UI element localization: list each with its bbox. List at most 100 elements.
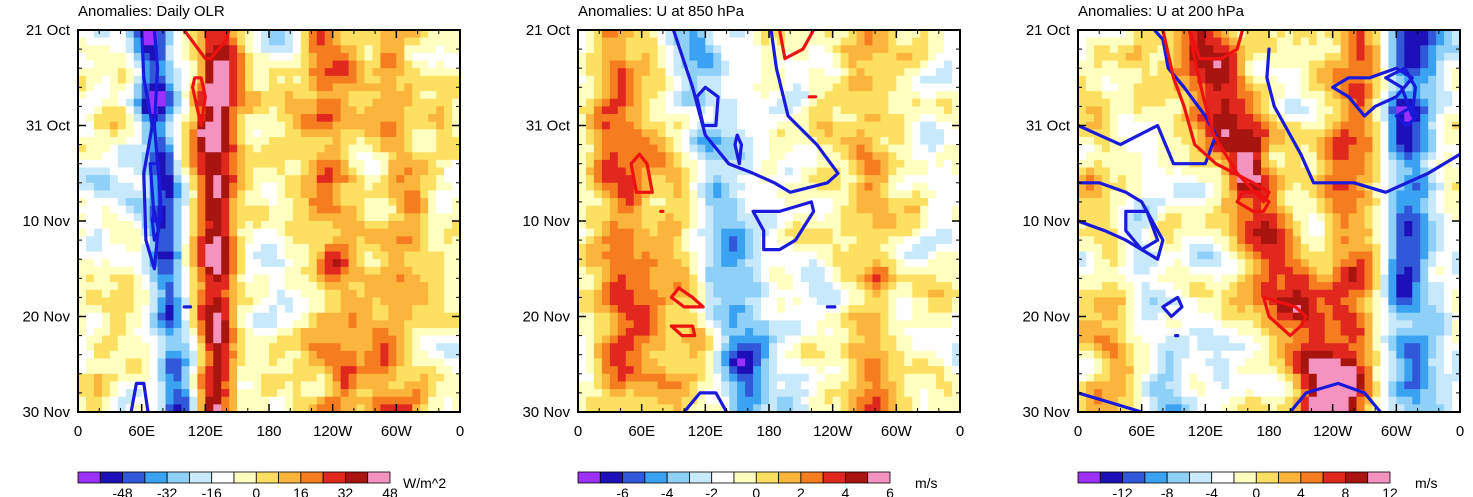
heat-cell (436, 335, 445, 344)
heat-cell (856, 106, 866, 115)
heat-cell (585, 327, 595, 337)
contour-negative-3 (751, 200, 816, 252)
heat-cell (609, 106, 619, 115)
heat-cell (149, 373, 159, 383)
heat-cell (340, 30, 350, 39)
heat-cell (920, 259, 929, 268)
heat-cell (808, 327, 818, 337)
heat-cell (808, 259, 818, 268)
heat-cell (364, 175, 374, 184)
heat-cell (697, 129, 706, 138)
heat-cell (848, 396, 858, 405)
heat-cell (348, 396, 358, 405)
heat-cell (173, 228, 183, 237)
heat-cell (85, 274, 95, 283)
heat-cell (284, 121, 294, 130)
heat-cell (157, 251, 167, 260)
heat-cell (300, 68, 310, 77)
heat-cell (880, 159, 889, 169)
heat-cell (261, 129, 270, 138)
heat-cell (292, 175, 302, 184)
heat-cell (697, 373, 706, 383)
heat-cell (364, 396, 374, 405)
heat-cell (149, 243, 159, 253)
heat-cell (729, 144, 738, 153)
heat-cell (800, 98, 810, 107)
heat-cell (149, 91, 159, 100)
heat-cell (388, 136, 397, 146)
heat-cell (261, 221, 270, 230)
heat-cell (93, 396, 103, 405)
heat-cell (792, 243, 802, 253)
heat-cell (689, 389, 698, 398)
heat-cell (157, 228, 167, 237)
heat-cell (784, 297, 794, 306)
heat-cell (633, 37, 643, 46)
heat-cell (633, 198, 643, 207)
heat-cell (800, 297, 810, 306)
heat-cell (165, 83, 175, 92)
heat-cell (848, 136, 858, 146)
heat-cell (125, 190, 135, 199)
heat-cell (601, 274, 611, 283)
x-tick-label: 60E (128, 423, 155, 440)
heat-cell (729, 404, 738, 413)
heat-cell (824, 198, 834, 207)
heat-cell (832, 373, 842, 383)
heat-cell (769, 228, 778, 237)
heat-cell (237, 251, 246, 260)
heat-cell (284, 259, 294, 268)
heat-cell (412, 190, 421, 199)
heat-cell (261, 297, 270, 306)
heat-cell (229, 228, 238, 237)
heat-cell (904, 289, 913, 298)
heat-cell (896, 335, 905, 344)
heat-cell (816, 297, 826, 306)
heat-cell (856, 305, 866, 314)
heat-cell (356, 37, 366, 46)
heat-cell (896, 350, 905, 360)
heat-cell (428, 75, 437, 85)
heat-cell (952, 343, 961, 352)
heat-cell (237, 243, 246, 253)
heat-cell (713, 320, 722, 329)
heat-cell (300, 45, 310, 54)
heat-cell (745, 343, 754, 352)
heat-cell (205, 312, 214, 321)
heat-cell (769, 144, 778, 153)
heat-cell (864, 404, 874, 413)
heat-cell (928, 236, 937, 245)
heat-cell (316, 312, 326, 321)
heat-cell (665, 373, 675, 383)
heat-cell (380, 75, 389, 85)
heat-cell (436, 159, 445, 169)
heat-cell (920, 327, 929, 337)
heat-cell (872, 358, 882, 367)
heat-cell (149, 83, 159, 92)
heat-cell (340, 350, 350, 360)
heat-cell (697, 198, 706, 207)
colorbar-swatch (144, 471, 168, 484)
heat-cell (364, 312, 374, 321)
heat-cell (269, 343, 278, 352)
heat-cell (721, 213, 730, 222)
heat-cell (912, 358, 921, 367)
heat-cell (356, 182, 366, 192)
heat-cell (721, 396, 730, 405)
heat-cell (912, 228, 921, 237)
heat-cell (324, 396, 334, 405)
heat-cell (776, 91, 786, 100)
heat-cell (928, 190, 937, 199)
heat-cell (117, 45, 127, 54)
heat-cell (245, 198, 254, 207)
colorbar-swatch (367, 471, 391, 484)
heat-cell (705, 182, 714, 192)
heat-cell (213, 274, 222, 283)
heat-cell (864, 297, 874, 306)
heat-cell (665, 366, 675, 375)
heat-cell (729, 312, 738, 321)
heat-cell (808, 350, 818, 360)
heat-cell (593, 389, 603, 398)
heat-cell (396, 205, 405, 214)
heat-cell (444, 106, 453, 115)
